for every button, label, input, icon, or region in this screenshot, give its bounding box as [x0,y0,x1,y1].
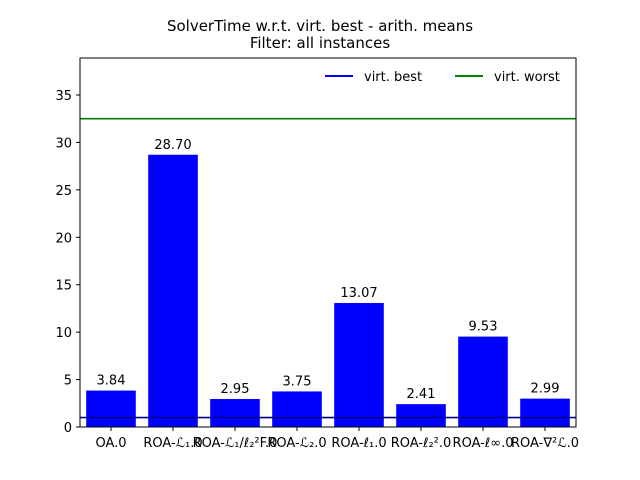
bar [86,390,136,427]
y-tick-label: 25 [55,184,72,199]
x-tick-label: ROA-∇²ℒ.0 [511,436,579,451]
bar-value-label: 2.41 [407,387,436,402]
bar [148,154,198,427]
bar [334,303,384,427]
bar-value-label: 3.75 [283,374,312,389]
bar-value-label: 28.70 [154,138,191,153]
bar [272,391,322,427]
x-tick-label: ROA-ℓ₁.0 [331,436,386,451]
bar [520,398,570,427]
y-tick-label: 30 [55,136,72,151]
y-tick-label: 0 [64,421,72,436]
legend-label: virt. worst [494,70,560,85]
bar [210,399,260,427]
x-tick-label: ROA-ℒ₁.0 [143,436,202,451]
x-tick-label: ROA-ℒ₂.0 [267,436,326,451]
bar [396,404,446,427]
chart-subtitle: Filter: all instances [249,34,391,52]
bar-value-label: 9.53 [469,320,498,335]
x-tick-label: ROA-ℓ∞.0 [453,436,514,451]
y-tick-label: 20 [55,231,72,246]
legend-label: virt. best [364,70,422,85]
x-tick-label: ROA-ℒ₁/ℓ₂²F.0 [193,436,278,451]
y-tick-label: 15 [55,279,72,294]
y-tick-label: 35 [55,89,72,104]
bar-value-label: 13.07 [340,286,377,301]
x-tick-label: OA.0 [95,436,126,451]
bar-value-label: 2.99 [531,382,560,397]
bar [458,336,508,427]
y-tick-label: 10 [55,326,72,341]
plot-frame [79,57,577,428]
bar-value-label: 2.95 [221,382,250,397]
x-tick-label: ROA-ℓ₂².0 [391,436,452,451]
y-tick-label: 5 [64,374,72,389]
bar-value-label: 3.84 [97,374,126,389]
chart-title: SolverTime w.r.t. virt. best - arith. me… [166,17,474,35]
